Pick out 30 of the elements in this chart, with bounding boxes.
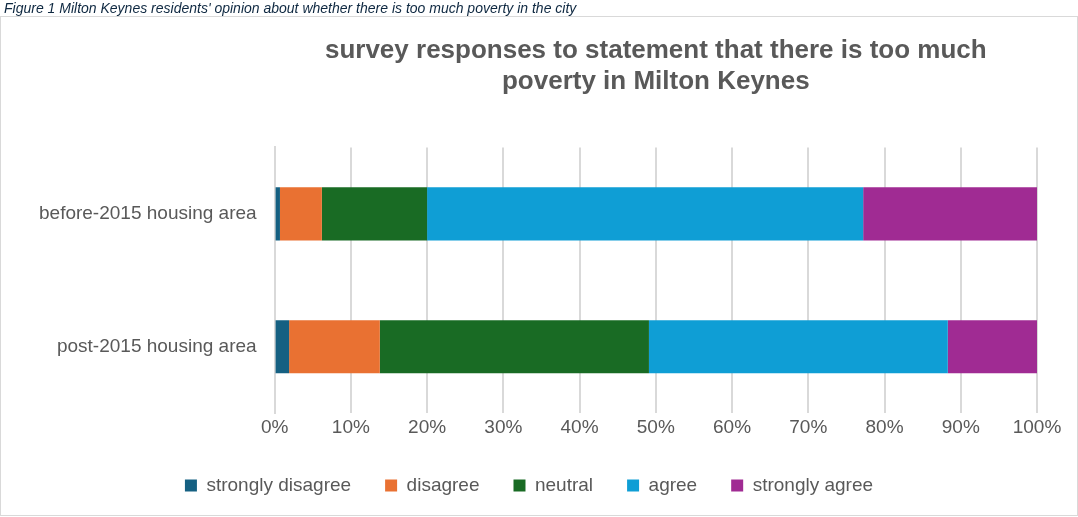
x-tick-label: 70% bbox=[789, 415, 828, 437]
x-tick-label: 60% bbox=[713, 415, 752, 437]
legend-label: strongly agree bbox=[752, 473, 874, 495]
x-tick-label: 0% bbox=[260, 415, 289, 437]
chart-title: survey responses to statement that there is too much poverty in Milton Keynes bbox=[324, 33, 987, 95]
caption: Figure 1 Milton Keynes residents' opinion about whether there is too much poverty in the city bbox=[4, 0, 578, 16]
bar bbox=[648, 320, 948, 374]
bar bbox=[275, 320, 290, 374]
y-tick-label: before-2015 housing area bbox=[39, 202, 258, 224]
bar bbox=[863, 187, 1037, 241]
x-tick-label: 10% bbox=[331, 415, 370, 437]
x-tick-label: 80% bbox=[865, 415, 904, 437]
legend-label: agree bbox=[648, 473, 698, 495]
bar bbox=[279, 187, 322, 241]
bar bbox=[379, 320, 649, 374]
x-tick-label: 20% bbox=[408, 415, 447, 437]
legend-label: disagree bbox=[406, 473, 480, 495]
bar bbox=[947, 320, 1037, 374]
x-tick-label: 40% bbox=[560, 415, 599, 437]
bar bbox=[321, 187, 428, 241]
legend-label: neutral bbox=[534, 473, 594, 495]
x-tick-label: 90% bbox=[941, 415, 980, 437]
bar bbox=[275, 187, 280, 241]
legend-label: strongly disagree bbox=[206, 473, 352, 495]
bar bbox=[427, 187, 864, 241]
bar bbox=[289, 320, 380, 374]
x-tick-label: 50% bbox=[636, 415, 675, 437]
x-tick-label: 30% bbox=[484, 415, 523, 437]
x-tick-label: 100% bbox=[1012, 415, 1062, 437]
y-tick-label: post-2015 housing area bbox=[56, 334, 258, 356]
